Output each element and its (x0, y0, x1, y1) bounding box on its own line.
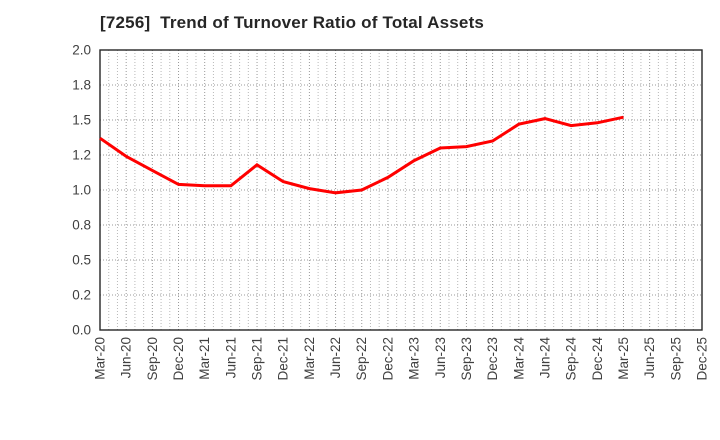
x-tick-label: Dec-20 (171, 337, 186, 381)
x-tick-label: Dec-21 (276, 337, 291, 381)
x-tick-label: Sep-20 (145, 337, 160, 381)
y-tick-label: 1.0 (72, 183, 91, 198)
plot-border (99, 49, 703, 331)
x-tick-label: Mar-22 (302, 337, 317, 380)
y-tick-label: 0.2 (72, 288, 91, 303)
x-tick-label: Jun-20 (119, 337, 134, 378)
y-tick-label: 0.0 (72, 323, 91, 338)
y-tick-label: 1.5 (72, 113, 91, 128)
x-tick-label: Jun-24 (537, 337, 552, 379)
x-tick-label: Jun-25 (642, 337, 657, 378)
x-tick-label: Mar-23 (407, 337, 422, 380)
x-tick-label: Mar-21 (197, 337, 212, 380)
x-tick-label: Sep-23 (459, 337, 474, 381)
y-tick-label: 2.0 (72, 43, 91, 58)
x-tick-label: Dec-23 (485, 337, 500, 381)
turnover-ratio-of-total-assets-line (99, 115, 624, 195)
x-tick-label: Dec-22 (380, 337, 395, 381)
x-tick-label: Sep-24 (564, 337, 579, 381)
y-tick-label: 0.8 (72, 218, 91, 233)
x-tick-label: Sep-25 (668, 337, 683, 381)
x-tick-label: Mar-24 (511, 337, 526, 380)
x-tick-label: Jun-21 (223, 337, 238, 378)
y-tick-label: 0.5 (72, 253, 91, 268)
x-tick-label: Sep-22 (354, 337, 369, 381)
x-tick-label: Mar-20 (93, 337, 108, 380)
x-tick-label: Jun-23 (433, 337, 448, 378)
x-tick-label: Jun-22 (328, 337, 343, 378)
x-tick-label: Dec-25 (695, 337, 710, 381)
y-tick-label: 1.8 (72, 78, 91, 93)
y-tick-label: 1.2 (72, 148, 91, 163)
x-tick-label: Mar-25 (616, 337, 631, 380)
x-tick-label: Sep-21 (250, 337, 265, 381)
x-tick-label: Dec-24 (590, 337, 605, 381)
chart-title: [7256] Trend of Turnover Ratio of Total … (100, 13, 485, 32)
